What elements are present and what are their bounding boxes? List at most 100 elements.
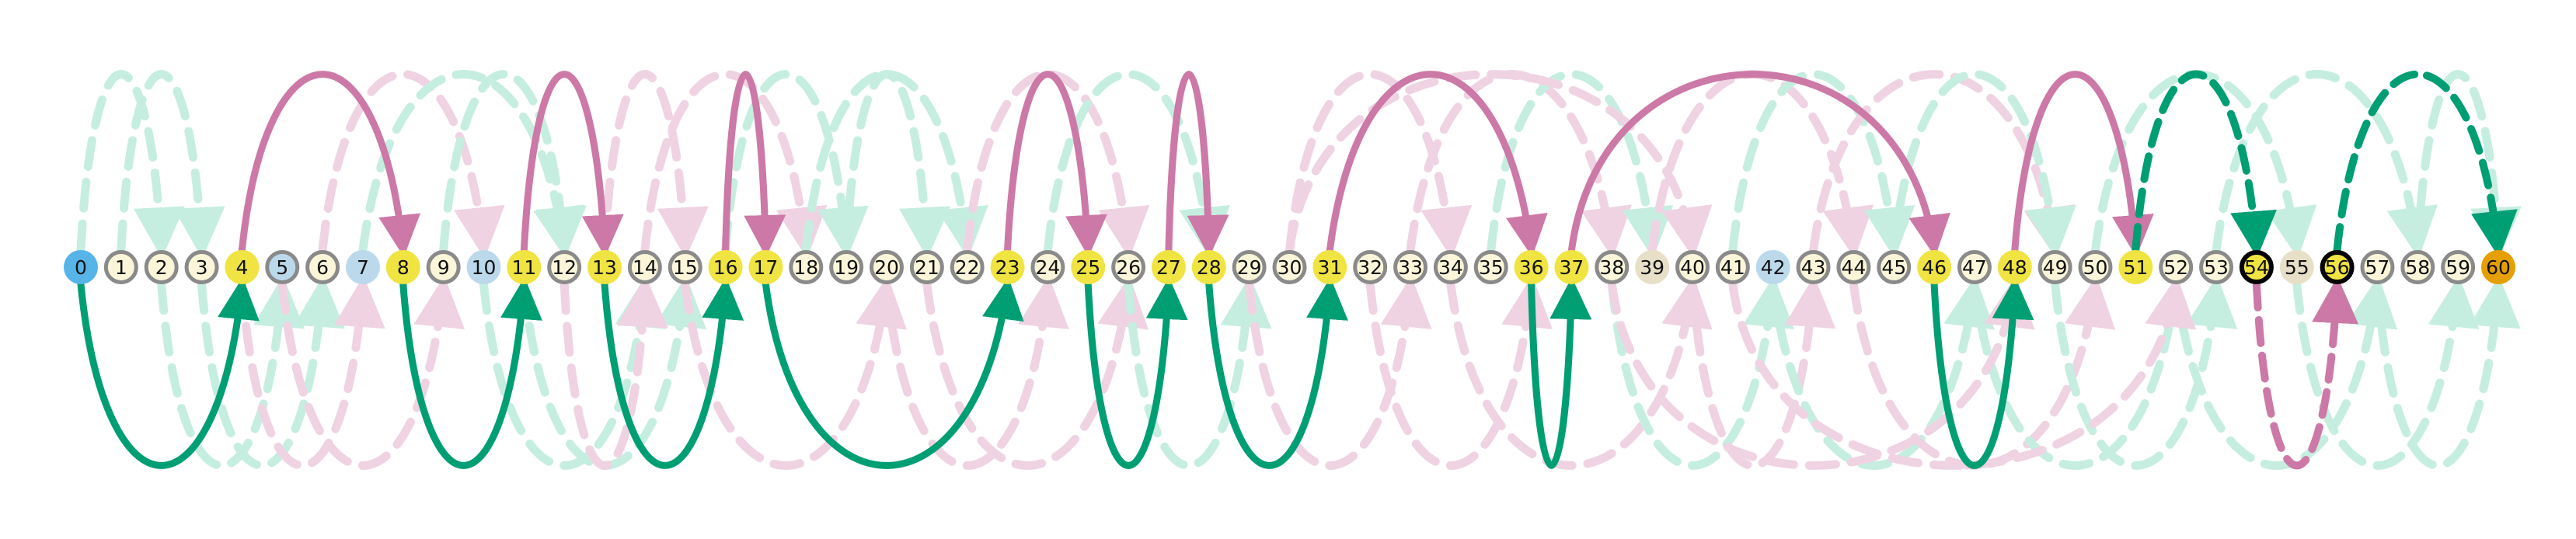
node-12: 12	[547, 250, 582, 284]
node-label: 9	[437, 256, 450, 279]
faint-edge	[1365, 276, 1553, 470]
node-circle	[1675, 250, 1710, 284]
faint-edge	[922, 276, 1149, 470]
node-circle	[1877, 250, 1912, 284]
node-label: 15	[673, 256, 698, 279]
node-circle	[2078, 250, 2113, 284]
node-circle	[2320, 250, 2355, 284]
path-edge	[399, 277, 542, 469]
path-edge	[1930, 277, 2034, 469]
faint-edge	[1446, 276, 1713, 470]
node-3: 3	[184, 250, 219, 284]
path-edge	[762, 277, 1024, 469]
path-edge	[77, 277, 260, 469]
faint-edge	[1728, 70, 1915, 259]
node-22: 22	[950, 250, 985, 284]
node-label: 7	[357, 256, 369, 279]
node-14: 14	[627, 250, 662, 284]
node-circle	[1635, 250, 1670, 284]
node-circle	[789, 250, 824, 284]
node-circle	[1071, 250, 1106, 284]
faint-edge	[842, 70, 950, 259]
node-27: 27	[1151, 250, 1186, 284]
node-circle	[2400, 250, 2435, 284]
faint-edge	[1809, 70, 2076, 259]
faint-edge	[197, 276, 345, 470]
faint-edge	[2051, 276, 2238, 470]
path-edge	[1084, 277, 1188, 469]
node-label: 25	[1075, 256, 1100, 279]
node-circle	[1353, 250, 1388, 284]
path-edge	[520, 71, 624, 257]
node-circle	[909, 250, 944, 284]
node-58: 58	[2400, 250, 2435, 284]
node-42: 42	[1755, 250, 1790, 284]
node-label: 36	[1519, 256, 1544, 279]
path-edge	[1326, 71, 1548, 257]
faint-edge	[1043, 70, 1230, 259]
node-circle	[627, 250, 662, 284]
faint-edge	[600, 70, 709, 259]
faint-edge	[963, 70, 1150, 259]
faint-edge	[721, 70, 869, 259]
node-20: 20	[870, 250, 904, 284]
node-circle	[2239, 250, 2274, 284]
node-25: 25	[1071, 250, 1106, 284]
node-circle	[668, 250, 702, 284]
node-circle	[1232, 250, 1267, 284]
node-label: 6	[316, 256, 329, 279]
node-label: 45	[1881, 256, 1906, 279]
node-label: 3	[196, 256, 208, 279]
node-circle	[225, 250, 260, 284]
node-circle	[103, 250, 138, 284]
node-8: 8	[385, 250, 420, 284]
node-10: 10	[466, 250, 501, 284]
node-43: 43	[1796, 250, 1831, 284]
node-label: 31	[1317, 256, 1342, 279]
node-label: 11	[511, 256, 536, 279]
node-circle	[829, 250, 864, 284]
path-edge	[1205, 277, 1348, 469]
path-edge	[1528, 277, 1592, 469]
node-label: 39	[1640, 256, 1664, 279]
faint-edge	[2171, 276, 2398, 470]
node-circle	[870, 250, 904, 284]
node-label: 21	[915, 256, 939, 279]
node-30: 30	[1272, 250, 1307, 284]
node-circle	[184, 250, 219, 284]
node-circle	[1312, 250, 1347, 284]
node-circle	[1151, 250, 1186, 284]
node-49: 49	[2037, 250, 2072, 284]
node-53: 53	[2199, 250, 2234, 284]
node-label: 35	[1479, 256, 1504, 279]
node-circle	[2279, 250, 2314, 284]
node-label: 44	[1841, 256, 1866, 279]
node-circle	[2118, 250, 2153, 284]
node-circle	[1191, 250, 1226, 284]
node-19: 19	[829, 250, 864, 284]
faint-edge	[277, 276, 465, 470]
faint-edge	[1607, 276, 1795, 470]
node-label: 37	[1560, 256, 1584, 279]
faint-edge	[1285, 70, 1713, 259]
node-label: 4	[235, 256, 248, 279]
node-label: 23	[995, 256, 1020, 279]
node-label: 33	[1398, 256, 1423, 279]
node-circle	[708, 250, 743, 284]
faint-edge	[1285, 70, 1473, 259]
candidate-edge	[2132, 70, 2277, 258]
node-56: 56	[2320, 250, 2355, 284]
node-label: 0	[75, 256, 87, 279]
node-circle	[1514, 250, 1549, 284]
node-label: 48	[2003, 256, 2027, 279]
node-label: 16	[713, 256, 738, 279]
node-label: 18	[793, 256, 818, 279]
nodes-layer: 0 1 2 3 4 5 6 7 8 9 10 11 12 13 14 15 16 17 18 19 20 21 22 23 24…	[64, 250, 2515, 284]
node-0: 0	[64, 250, 98, 284]
node-label: 42	[1761, 256, 1786, 279]
node-circle	[1433, 250, 1468, 284]
node-47: 47	[1957, 250, 1992, 284]
node-9: 9	[426, 250, 461, 284]
faint-edge	[76, 70, 185, 259]
faint-edge	[1970, 276, 2197, 470]
